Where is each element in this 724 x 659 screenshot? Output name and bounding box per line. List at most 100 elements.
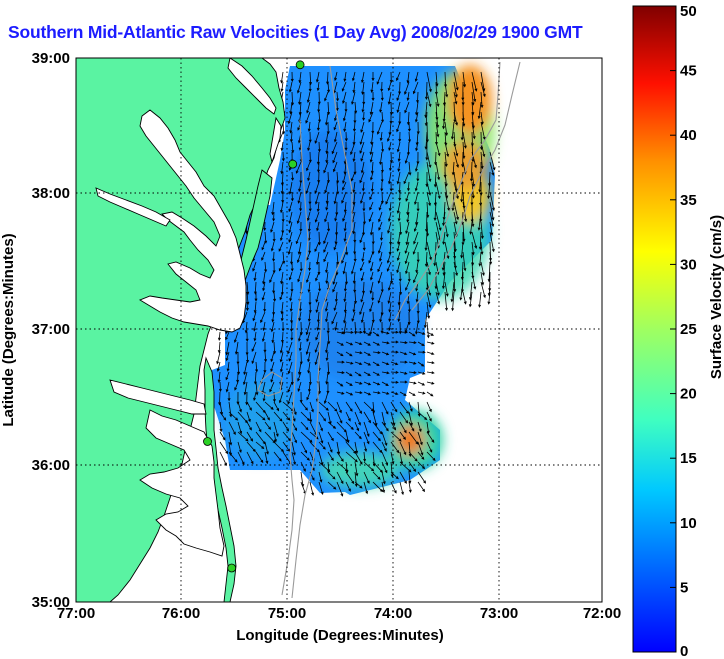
velocity-arrow: [408, 391, 416, 396]
velocity-arrow: [414, 191, 419, 206]
velocity-arrow: [227, 391, 231, 402]
velocity-arrow: [273, 291, 277, 302]
velocity-arrow: [469, 221, 473, 235]
velocity-arrow: [317, 161, 321, 173]
velocity-arrow: [369, 151, 374, 163]
isobath-loop: [257, 371, 283, 397]
velocity-arrow: [387, 81, 392, 92]
velocity-arrow: [404, 151, 410, 164]
velocity-arrow: [270, 361, 275, 373]
velocity-arrow: [325, 151, 329, 164]
velocity-arrow: [315, 301, 320, 314]
velocity-arrow: [426, 361, 435, 365]
velocity-arrow: [341, 81, 347, 92]
velocity-arrow: [253, 301, 257, 314]
velocity-arrow: [234, 341, 239, 355]
velocity-arrow: [489, 221, 494, 236]
velocity-arrow: [426, 411, 432, 422]
velocity-arrow: [263, 221, 267, 232]
velocity-arrow: [324, 211, 329, 223]
velocity-arrow: [407, 301, 411, 313]
velocity-arrow: [478, 251, 482, 267]
velocity-arrow: [352, 301, 356, 313]
velocity-arrow: [246, 451, 254, 465]
velocity-arrow: [380, 231, 384, 241]
velocity-arrow: [309, 401, 314, 413]
velocity-arrow: [416, 251, 420, 263]
velocity-arrow: [289, 101, 293, 115]
velocity-arrow: [404, 251, 410, 265]
velocity-arrow: [369, 261, 374, 272]
velocity-arrow: [368, 251, 374, 264]
velocity-arrow: [408, 401, 413, 412]
velocity-arrow: [288, 181, 293, 195]
velocity-arrow: [307, 281, 311, 293]
velocity-arrow: [369, 321, 374, 336]
velocity-arrow: [371, 311, 375, 324]
velocity-arrow: [336, 381, 344, 387]
velocity-arrow: [255, 361, 259, 373]
velocity-arrow: [251, 351, 257, 365]
velocity-arrow: [350, 141, 356, 156]
velocity-arrow: [453, 151, 459, 168]
velocity-arrow: [433, 251, 437, 267]
velocity-arrow: [272, 251, 276, 262]
velocity-arrow: [318, 411, 327, 422]
velocity-arrow: [343, 231, 347, 242]
velocity-arrow: [334, 291, 338, 303]
velocity-arrow: [342, 91, 347, 104]
velocity-arrow: [333, 131, 338, 143]
velocity-arrow: [399, 411, 409, 424]
hf-radar-stations: [203, 60, 305, 573]
velocity-arrow: [471, 121, 476, 140]
velocity-arrow: [350, 171, 356, 182]
velocity-arrow: [226, 361, 230, 372]
velocity-arrow: [462, 131, 467, 149]
velocity-arrow: [376, 71, 383, 85]
velocity-arrow: [336, 371, 345, 375]
velocity-arrow: [288, 81, 293, 93]
velocity-arrow: [295, 231, 302, 245]
velocity-arrow: [451, 291, 455, 312]
velocity-arrow: [343, 311, 347, 324]
velocity-arrow: [412, 241, 419, 255]
velocity-arrow: [426, 301, 431, 320]
velocity-arrow: [359, 141, 365, 154]
velocity-arrow: [264, 351, 268, 363]
velocity-arrow: [279, 231, 284, 242]
x-tick-label: 76:00: [162, 605, 200, 622]
velocity-arrow: [390, 481, 397, 494]
isobaths: [257, 61, 521, 599]
velocity-arrow: [372, 381, 381, 386]
velocity-arrow: [325, 351, 329, 362]
velocity-arrow: [251, 341, 257, 353]
velocity-arrow: [408, 411, 413, 427]
velocity-arrow: [417, 431, 423, 446]
velocity-arrow: [370, 161, 374, 174]
velocity-arrow: [342, 211, 347, 222]
velocity-arrow: [480, 111, 484, 125]
velocity-arrow: [390, 431, 402, 442]
velocity-arrow: [372, 361, 380, 367]
velocity-arrow: [399, 401, 409, 414]
velocity-arrow: [260, 311, 266, 324]
velocity-arrow: [435, 141, 441, 157]
velocity-arrow: [387, 221, 392, 234]
velocity-arrow: [396, 171, 401, 185]
velocity-arrow: [471, 81, 477, 103]
velocity-arrow: [424, 251, 428, 268]
velocity-arrow: [288, 221, 293, 234]
velocity-arrow: [363, 411, 371, 424]
velocity-arrow: [480, 91, 484, 109]
velocity-arrow: [417, 461, 426, 470]
velocity-arrow: [281, 331, 284, 344]
velocity-arrow: [380, 181, 384, 192]
velocity-arrow: [228, 441, 233, 457]
velocity-arrow: [336, 421, 347, 433]
velocity-arrow: [423, 311, 428, 329]
velocity-arrow: [280, 71, 284, 84]
velocity-arrow: [388, 161, 392, 172]
velocity-arrow: [270, 221, 275, 233]
velocity-arrow: [363, 351, 372, 356]
velocity-arrow: [289, 301, 293, 312]
